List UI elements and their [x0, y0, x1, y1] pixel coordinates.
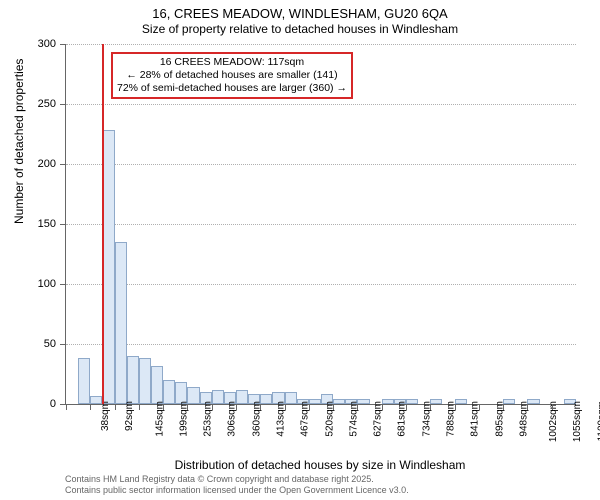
x-axis-title: Distribution of detached houses by size … [65, 458, 575, 472]
x-tick [139, 404, 140, 410]
y-tick-label: 200 [26, 158, 56, 170]
chart-container: 16, CREES MEADOW, WINDLESHAM, GU20 6QA S… [0, 0, 600, 500]
annotation-line-3: 72% of semi-detached houses are larger (… [117, 82, 347, 95]
bar [78, 358, 90, 404]
y-tick [60, 44, 66, 45]
x-tick-label: 38sqm [100, 401, 111, 431]
x-tick [212, 404, 213, 410]
y-tick-label: 150 [26, 218, 56, 230]
y-tick-label: 0 [26, 398, 56, 410]
y-tick [60, 104, 66, 105]
marker-line [102, 44, 104, 404]
gridline [66, 44, 576, 45]
gridline [66, 284, 576, 285]
chart-title: 16, CREES MEADOW, WINDLESHAM, GU20 6QA [0, 6, 600, 21]
x-tick-label: 1055sqm [573, 401, 584, 442]
plot-area: 05010015020025030038sqm92sqm145sqm199sqm… [65, 44, 576, 405]
y-tick-label: 250 [26, 98, 56, 110]
gridline [66, 104, 576, 105]
x-tick-label: 1109sqm [596, 401, 600, 441]
x-tick [260, 404, 261, 410]
x-tick [163, 404, 164, 410]
x-tick [552, 404, 553, 410]
footer-line-1: Contains HM Land Registry data © Crown c… [65, 474, 409, 485]
x-tick [333, 404, 334, 410]
x-tick [115, 404, 116, 410]
bar [139, 358, 151, 404]
bar [406, 399, 418, 404]
x-tick [285, 404, 286, 410]
bar [115, 242, 127, 404]
x-tick [357, 404, 358, 410]
x-tick [309, 404, 310, 410]
annotation-line-2: ← 28% of detached houses are smaller (14… [117, 69, 347, 82]
bar [236, 390, 248, 404]
annotation-line-1: 16 CREES MEADOW: 117sqm [117, 56, 347, 69]
x-tick [430, 404, 431, 410]
x-tick [187, 404, 188, 410]
y-axis-title: Number of detached properties [12, 59, 26, 224]
footer-text: Contains HM Land Registry data © Crown c… [65, 474, 409, 496]
annotation-box: 16 CREES MEADOW: 117sqm← 28% of detached… [111, 52, 353, 99]
x-tick [236, 404, 237, 410]
y-tick-label: 50 [26, 338, 56, 350]
x-tick-label: 1002sqm [548, 401, 559, 442]
gridline [66, 224, 576, 225]
x-tick [382, 404, 383, 410]
x-tick [66, 404, 67, 410]
x-tick [503, 404, 504, 410]
x-tick [406, 404, 407, 410]
x-tick [455, 404, 456, 410]
bar [309, 399, 321, 404]
x-tick [527, 404, 528, 410]
footer-line-2: Contains public sector information licen… [65, 485, 409, 496]
bar [151, 366, 163, 404]
y-tick-label: 100 [26, 278, 56, 290]
y-tick [60, 284, 66, 285]
y-tick [60, 344, 66, 345]
x-tick-label: 92sqm [124, 401, 135, 431]
y-tick [60, 164, 66, 165]
y-tick-label: 300 [26, 38, 56, 50]
y-tick [60, 224, 66, 225]
gridline [66, 164, 576, 165]
gridline [66, 344, 576, 345]
x-tick [90, 404, 91, 410]
chart-subtitle: Size of property relative to detached ho… [0, 22, 600, 36]
bar [127, 356, 139, 404]
x-tick [479, 404, 480, 410]
